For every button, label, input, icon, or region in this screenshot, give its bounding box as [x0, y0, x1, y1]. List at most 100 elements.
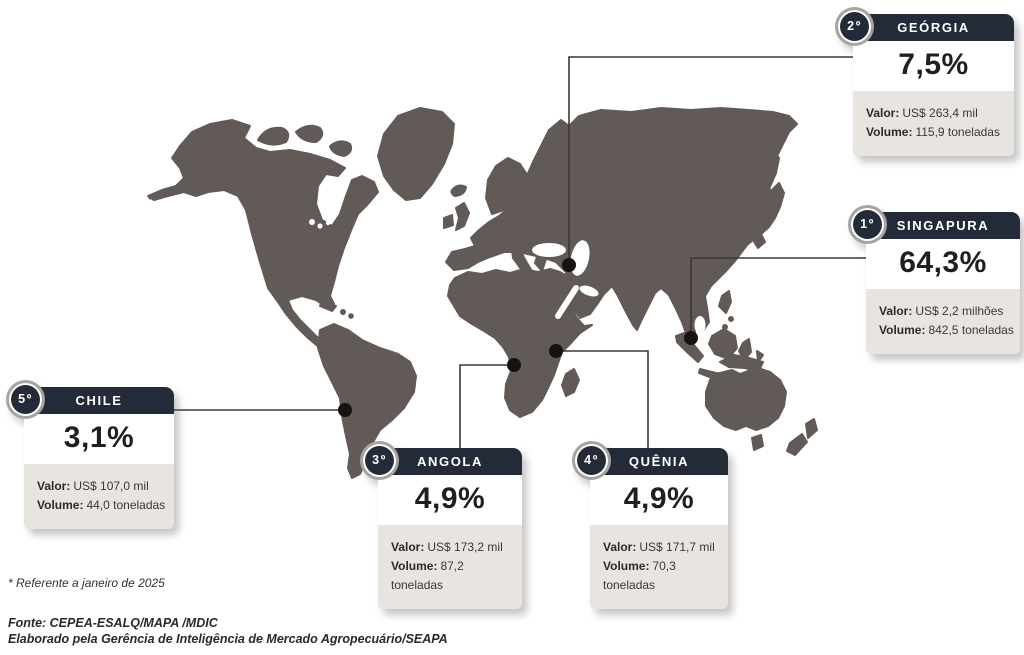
landmass-iceland: [450, 184, 467, 197]
country-header: 5º CHILE: [11, 385, 174, 414]
details-panel: Valor: US$ 2,2 milhões Volume: 842,5 tonel…: [866, 289, 1020, 354]
country-header: 2º GEÓRGIA: [840, 12, 1014, 41]
landmasses: [147, 107, 818, 479]
landmass-africa: [447, 268, 593, 418]
landmass-north-america: [147, 119, 379, 349]
valor-label: Valor:: [879, 304, 913, 318]
country-name: ANGOLA: [417, 454, 483, 469]
volume-value: 87,2 toneladas: [391, 559, 464, 592]
valor-label: Valor:: [37, 479, 71, 493]
landmass-borneo: [708, 328, 738, 360]
landmass-caribbean-2: [348, 313, 354, 319]
landmass-greenland: [377, 107, 455, 201]
callout-georgia: 2º GEÓRGIA 7,5% Valor: US$ 263,4 mil Volu…: [840, 12, 1014, 156]
rank-badge: 3º: [365, 446, 394, 475]
volume-row: Volume: 44,0 toneladas: [37, 496, 168, 515]
landmass-scandinavia: [485, 157, 529, 215]
marker-chile: [338, 403, 352, 417]
rank-badge: 1º: [853, 210, 882, 239]
country-name: QUÊNIA: [628, 454, 690, 469]
source-line-2: Elaborado pela Gerência de Inteligência …: [8, 631, 448, 646]
black-sea: [532, 243, 566, 257]
gulf-of-thailand: [694, 316, 706, 334]
rank-label: 3º: [372, 453, 387, 467]
callout-singapura: 1º SINGAPURA 64,3% Valor: US$ 2,2 milhões…: [853, 210, 1020, 354]
valor-value: US$ 107,0 mil: [73, 479, 149, 493]
great-lake-1: [309, 219, 315, 225]
rank-label: 4º: [584, 453, 599, 467]
connectors: [174, 56, 866, 449]
country-name: SINGAPURA: [896, 218, 990, 233]
share-percent: 4,9%: [590, 475, 728, 525]
valor-row: Valor: US$ 171,7 mil: [603, 538, 722, 557]
landmass-aleutians: [148, 187, 176, 200]
country-name: CHILE: [75, 393, 123, 408]
rank-badge: 5º: [11, 385, 40, 414]
volume-row: Volume: 115,9 toneladas: [866, 123, 1008, 142]
rank-badge: 4º: [577, 446, 606, 475]
valor-label: Valor:: [866, 106, 900, 120]
landmass-new-zealand-south: [786, 433, 808, 456]
valor-value: US$ 171,7 mil: [639, 540, 715, 554]
share-percent: 4,9%: [378, 475, 522, 525]
great-lake-2: [317, 223, 323, 229]
details-panel: Valor: US$ 107,0 mil Volume: 44,0 tonelada…: [24, 464, 174, 529]
volume-value: 44,0 toneladas: [86, 498, 166, 512]
volume-label: Volume:: [866, 125, 913, 139]
landmass-madagascar: [561, 368, 580, 397]
share-percent: 3,1%: [24, 414, 174, 464]
great-lake-3: [325, 220, 331, 226]
share-percent: 7,5%: [853, 41, 1014, 91]
landmass-sakhalin: [745, 170, 758, 198]
marker-angola: [507, 358, 521, 372]
valor-label: Valor:: [603, 540, 637, 554]
persian-gulf: [579, 285, 599, 297]
rank-label: 2º: [847, 19, 862, 33]
details-panel: Valor: US$ 173,2 mil Volume: 87,2 tonelada…: [378, 525, 522, 609]
landmass-caribbean-1: [340, 309, 346, 315]
seas: [309, 219, 706, 334]
rank-label: 1º: [860, 217, 875, 231]
valor-label: Valor:: [391, 540, 425, 554]
source-line-1: Fonte: CEPEA-ESALQ/MAPA /MDIC: [8, 616, 218, 630]
landmass-moluccas: [756, 350, 764, 363]
connector-georgia: [568, 56, 854, 265]
country-header: 1º SINGAPURA: [853, 210, 1020, 239]
rank-badge: 2º: [840, 12, 869, 41]
share-percent: 64,3%: [866, 239, 1020, 289]
landmass-new-guinea: [719, 354, 764, 372]
volume-value: 115,9 toneladas: [915, 125, 1000, 139]
country-name: GEÓRGIA: [897, 20, 970, 35]
connector-quenia: [556, 350, 649, 449]
details-panel: Valor: US$ 171,7 mil Volume: 70,3 tonelada…: [590, 525, 728, 609]
landmass-ireland: [443, 214, 454, 229]
landmass-philippines-2: [728, 316, 734, 322]
volume-row: Volume: 842,5 toneladas: [879, 321, 1014, 340]
landmass-greece: [534, 256, 547, 272]
red-sea: [555, 285, 579, 319]
landmass-tasmania: [751, 434, 764, 451]
volume-row: Volume: 87,2 toneladas: [391, 557, 516, 595]
source-block: Fonte: CEPEA-ESALQ/MAPA /MDIC Elaborado …: [8, 616, 448, 647]
volume-value: 70,3 toneladas: [603, 559, 676, 592]
valor-value: US$ 263,4 mil: [902, 106, 978, 120]
callout-chile: 5º CHILE 3,1% Valor: US$ 107,0 mil Volume…: [11, 385, 174, 529]
country-header: 4º QUÊNIA: [577, 446, 728, 475]
landmass-cuba: [319, 301, 337, 312]
rank-label: 5º: [18, 392, 33, 406]
landmass-arctic-island-2: [295, 124, 324, 143]
landmass-kamchatka: [756, 148, 780, 200]
landmass-britain: [455, 202, 470, 231]
landmass-arctic-island-3: [329, 140, 353, 157]
marker-quenia: [549, 344, 563, 358]
landmass-australia: [705, 367, 787, 431]
valor-value: US$ 173,2 mil: [427, 540, 503, 554]
landmass-arctic-island-1: [257, 126, 290, 146]
landmass-japan: [720, 196, 757, 264]
valor-row: Valor: US$ 2,2 milhões: [879, 302, 1014, 321]
volume-row: Volume: 70,3 toneladas: [603, 557, 722, 595]
valor-row: Valor: US$ 173,2 mil: [391, 538, 516, 557]
landmass-new-zealand-north: [805, 418, 818, 439]
